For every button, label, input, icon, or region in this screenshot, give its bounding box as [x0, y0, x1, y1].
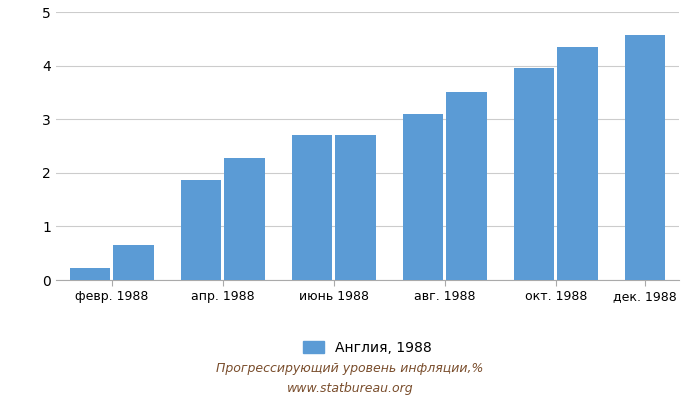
Bar [113, 245, 153, 280]
Bar [292, 135, 332, 280]
Bar [402, 114, 443, 280]
Bar [224, 158, 265, 280]
Bar [69, 268, 110, 280]
Bar [625, 35, 666, 280]
Bar [181, 180, 221, 280]
Text: Прогрессирующий уровень инфляции,%: Прогрессирующий уровень инфляции,% [216, 362, 484, 375]
Bar [335, 135, 376, 280]
Bar [514, 68, 554, 280]
Legend: Англия, 1988: Англия, 1988 [298, 335, 438, 360]
Text: www.statbureau.org: www.statbureau.org [287, 382, 413, 395]
Bar [557, 47, 598, 280]
Bar [446, 92, 486, 280]
